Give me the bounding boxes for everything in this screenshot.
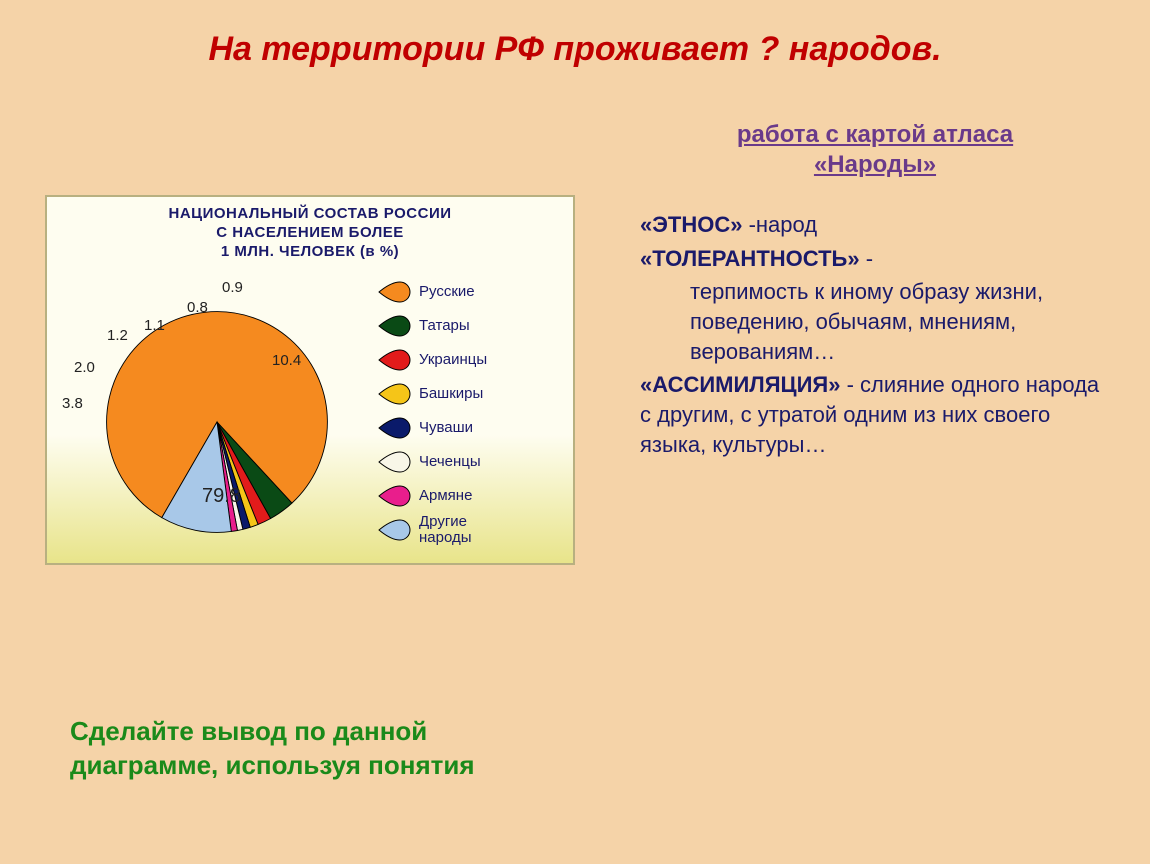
conclusion-line2: диаграмме, используя понятия xyxy=(70,750,475,780)
legend-label: Украинцы xyxy=(419,352,487,369)
legend-row: Армяне xyxy=(377,479,487,513)
legend-row: Другиенароды xyxy=(377,513,487,547)
chart-header-line3: 1 МЛН. ЧЕЛОВЕК (в %) xyxy=(221,243,399,260)
chart-header-line2: С НАСЕЛЕНИЕМ БОЛЕЕ xyxy=(216,224,404,241)
def-ethnos: «ЭТНОС» -народ xyxy=(640,210,1110,240)
conclusion: Сделайте вывод по данной диаграмме, испо… xyxy=(70,715,620,783)
chart-panel: НАЦИОНАЛЬНЫЙ СОСТАВ РОССИИ С НАСЕЛЕНИЕМ … xyxy=(45,195,575,565)
right-column: работа с картой атласа «Народы» «ЭТНОС» … xyxy=(640,120,1110,464)
drop-icon xyxy=(377,485,411,507)
legend-row: Русские xyxy=(377,275,487,309)
callout-label: 10.4 xyxy=(272,352,301,369)
drop-icon xyxy=(377,519,411,541)
definitions: «ЭТНОС» -народ «ТОЛЕРАНТНОСТЬ» - терпимо… xyxy=(640,210,1110,460)
legend: Русские Татары Украинцы Башкиры Чуваши Чеченц… xyxy=(377,275,487,547)
legend-label: Армяне xyxy=(419,488,472,505)
callout-label: 1.1 xyxy=(144,317,165,334)
term-assimilation: «АССИМИЛЯЦИЯ» xyxy=(640,372,840,397)
legend-label: Татары xyxy=(419,318,470,335)
drop-icon xyxy=(377,383,411,405)
callout-label: 0.8 xyxy=(187,299,208,316)
legend-label: Другиенароды xyxy=(419,514,472,547)
legend-label: Чеченцы xyxy=(419,454,481,471)
drop-icon xyxy=(377,451,411,473)
atlas-line2: «Народы» xyxy=(814,151,936,178)
legend-label: Русские xyxy=(419,284,475,301)
drop-icon xyxy=(377,349,411,371)
term-ethnos: «ЭТНОС» xyxy=(640,212,742,237)
drop-icon xyxy=(377,281,411,303)
callout-label: 3.8 xyxy=(62,395,83,412)
chart-header: НАЦИОНАЛЬНЫЙ СОСТАВ РОССИИ С НАСЕЛЕНИЕМ … xyxy=(47,197,573,261)
atlas-line1: работа с картой атласа xyxy=(737,121,1013,148)
def-tolerance-body: терпимость к иному образу жизни, поведен… xyxy=(640,277,1110,366)
legend-row: Чуваши xyxy=(377,411,487,445)
conclusion-line1: Сделайте вывод по данной xyxy=(70,716,427,746)
term-tolerance: «ТОЛЕРАНТНОСТЬ» xyxy=(640,246,860,271)
drop-icon xyxy=(377,315,411,337)
rest-ethnos: -народ xyxy=(742,212,817,237)
legend-label: Башкиры xyxy=(419,386,483,403)
drop-icon xyxy=(377,417,411,439)
callout-label: 1.2 xyxy=(107,327,128,344)
def-tolerance-term: «ТОЛЕРАНТНОСТЬ» - xyxy=(640,244,1110,274)
callout-label: 2.0 xyxy=(74,359,95,376)
pie-chart: 79.8 0.90.81.11.22.03.810.4 xyxy=(102,307,332,537)
main-pct-label: 79.8 xyxy=(202,485,241,508)
def-assimilation: «АССИМИЛЯЦИЯ» - слияние одного народа с … xyxy=(640,370,1110,459)
atlas-link[interactable]: работа с картой атласа «Народы» xyxy=(640,120,1110,180)
slide-title: На территории РФ проживает ? народов. xyxy=(0,0,1150,79)
legend-row: Чеченцы xyxy=(377,445,487,479)
callout-label: 0.9 xyxy=(222,279,243,296)
chart-header-line1: НАЦИОНАЛЬНЫЙ СОСТАВ РОССИИ xyxy=(168,205,451,222)
legend-row: Татары xyxy=(377,309,487,343)
legend-row: Башкиры xyxy=(377,377,487,411)
legend-label: Чуваши xyxy=(419,420,473,437)
legend-row: Украинцы xyxy=(377,343,487,377)
